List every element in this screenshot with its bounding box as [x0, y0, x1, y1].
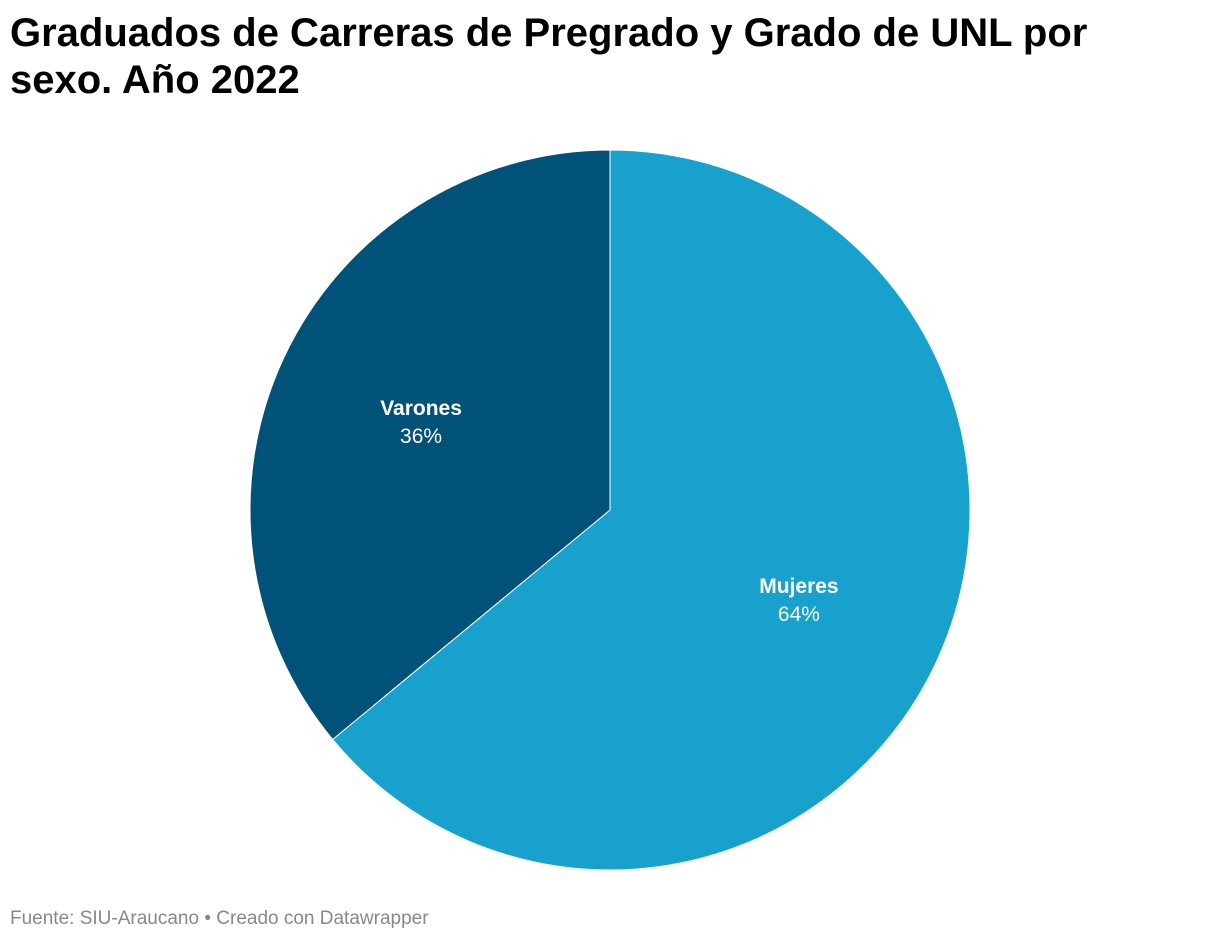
source-text: Fuente: SIU-Araucano: [10, 908, 200, 929]
chart-footer: Fuente: SIU-Araucano • Creado con Datawr…: [10, 908, 429, 930]
slice-value-label: 36%: [400, 425, 442, 448]
chart-title: Graduados de Carreras de Pregrado y Grad…: [10, 11, 1088, 102]
pie-labels: Mujeres 64% Varones 36%: [380, 397, 838, 626]
pie-slices: [249, 149, 971, 871]
pie-slice-mujeres: [331, 149, 971, 871]
footer-separator: •: [204, 908, 211, 929]
slice-name-label: Mujeres: [759, 575, 838, 598]
pie-slice-varones: [249, 149, 611, 741]
slice-name-label: Varones: [380, 397, 462, 420]
credit-text: Creado con Datawrapper: [216, 908, 429, 929]
slice-value-label: 64%: [778, 603, 820, 626]
